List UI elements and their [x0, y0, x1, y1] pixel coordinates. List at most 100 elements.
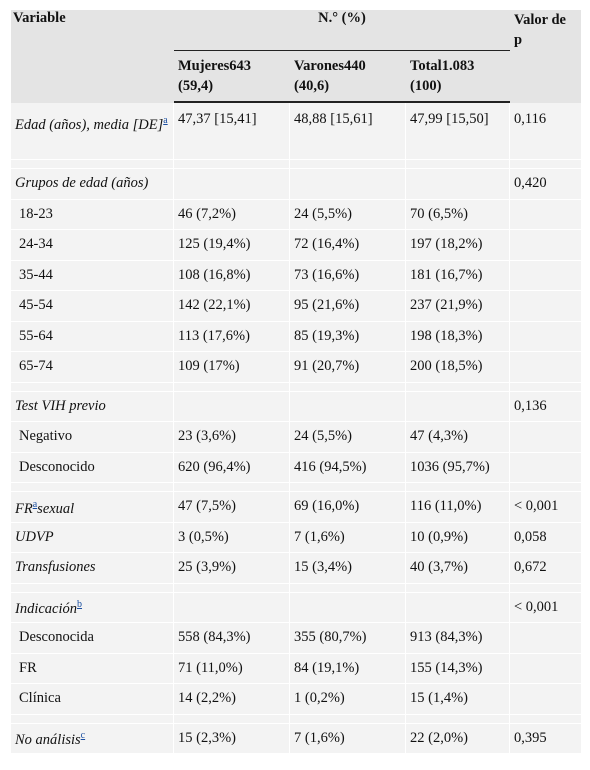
cell-mujeres: 25 (3,9%) [174, 553, 290, 584]
cell-total [406, 391, 510, 422]
cell-varones: 73 (16,6%) [290, 260, 406, 291]
cell-varones: 48,88 [15,61] [290, 103, 406, 160]
cell-mujeres: 620 (96,4%) [174, 452, 290, 483]
cell-pvalue: < 0,001 [510, 592, 581, 623]
table-row-udvp: UDVP 3 (0,5%) 7 (1,6%) 10 (0,9%) 0,058 [11, 522, 581, 553]
table-spacer [11, 714, 581, 724]
row-label: 35-44 [11, 260, 174, 291]
cell-mujeres: 47,37 [15,41] [174, 103, 290, 160]
header-mujeres: Mujeres643 (59,4) [174, 51, 290, 103]
cell-mujeres: 558 (84,3%) [174, 623, 290, 654]
table-row-grupos: Grupos de edad (años) 0,420 [11, 169, 581, 200]
cell-mujeres: 142 (22,1%) [174, 291, 290, 322]
cell-total [406, 169, 510, 200]
cell-mujeres: 15 (2,3%) [174, 723, 290, 754]
cell-varones: 7 (1,6%) [290, 723, 406, 754]
row-label: Test VIH previo [11, 391, 174, 422]
cell-mujeres: 109 (17%) [174, 352, 290, 383]
row-label: No análisisc [11, 723, 174, 754]
table-row: FR 71 (11,0%) 84 (19,1%) 155 (14,3%) [11, 653, 581, 684]
row-label: 45-54 [11, 291, 174, 322]
table-row-fr-sexual: FRasexual 47 (7,5%) 69 (16,0%) 116 (11,0… [11, 492, 581, 523]
cell-total [406, 592, 510, 623]
table-row: 45-54 142 (22,1%) 95 (21,6%) 237 (21,9%) [11, 291, 581, 322]
cell-total: 15 (1,4%) [406, 684, 510, 715]
cell-varones [290, 169, 406, 200]
table-row: 55-64 113 (17,6%) 85 (19,3%) 198 (18,3%) [11, 321, 581, 352]
cell-mujeres: 47 (7,5%) [174, 492, 290, 523]
table-row: Desconocida 558 (84,3%) 355 (80,7%) 913 … [11, 623, 581, 654]
cell-total: 198 (18,3%) [406, 321, 510, 352]
row-label: Negativo [11, 422, 174, 453]
data-table-container: Variable N.° (%) Valor de p Mujeres643 (5… [11, 10, 581, 754]
table-spacer [11, 483, 581, 492]
cell-varones: 84 (19,1%) [290, 653, 406, 684]
cell-varones: 24 (5,5%) [290, 199, 406, 230]
table-spacer [11, 382, 581, 392]
cell-varones: 416 (94,5%) [290, 452, 406, 483]
cell-total: 116 (11,0%) [406, 492, 510, 523]
table-row: Desconocido 620 (96,4%) 416 (94,5%) 1036… [11, 452, 581, 483]
table-row: Clínica 14 (2,2%) 1 (0,2%) 15 (1,4%) [11, 684, 581, 715]
header-pvalue: Valor de p [510, 10, 581, 103]
cell-total: 47 (4,3%) [406, 422, 510, 453]
cell-varones [290, 391, 406, 422]
cell-pvalue [510, 230, 581, 261]
table-row-vih: Test VIH previo 0,136 [11, 391, 581, 422]
row-label: Clínica [11, 684, 174, 715]
cell-varones: 72 (16,4%) [290, 230, 406, 261]
row-label: FRasexual [11, 492, 174, 523]
cell-varones: 24 (5,5%) [290, 422, 406, 453]
header-total: Total1.083 (100) [406, 51, 510, 103]
cell-pvalue: 0,395 [510, 723, 581, 754]
cell-varones: 85 (19,3%) [290, 321, 406, 352]
cell-varones: 355 (80,7%) [290, 623, 406, 654]
footnote-link-a[interactable]: a [163, 115, 168, 126]
cell-total: 70 (6,5%) [406, 199, 510, 230]
row-label: 18-23 [11, 199, 174, 230]
cell-pvalue: < 0,001 [510, 492, 581, 523]
header-group: N.° (%) [174, 10, 510, 51]
row-label: 24-34 [11, 230, 174, 261]
row-label: UDVP [11, 522, 174, 553]
cell-total: 47,99 [15,50] [406, 103, 510, 160]
footnote-link-a[interactable]: a [32, 498, 38, 510]
table-spacer [11, 583, 581, 593]
cell-mujeres [174, 169, 290, 200]
cell-mujeres [174, 391, 290, 422]
cell-varones: 1 (0,2%) [290, 684, 406, 715]
footnote-link-b[interactable]: b [77, 599, 83, 611]
row-label: Edad (años), media [DE]a [11, 103, 174, 160]
cell-total: 197 (18,2%) [406, 230, 510, 261]
cell-total: 200 (18,5%) [406, 352, 510, 383]
table-spacer [11, 160, 581, 169]
cell-pvalue [510, 422, 581, 453]
cell-total: 237 (21,9%) [406, 291, 510, 322]
row-label: Indicaciónb [11, 592, 174, 623]
table-row: 35-44 108 (16,8%) 73 (16,6%) 181 (16,7%) [11, 260, 581, 291]
cell-mujeres: 71 (11,0%) [174, 653, 290, 684]
cell-total: 1036 (95,7%) [406, 452, 510, 483]
cell-pvalue [510, 321, 581, 352]
table-row: Negativo 23 (3,6%) 24 (5,5%) 47 (4,3%) [11, 422, 581, 453]
cell-mujeres: 3 (0,5%) [174, 522, 290, 553]
cell-pvalue [510, 352, 581, 383]
data-table: Variable N.° (%) Valor de p Mujeres643 (5… [11, 10, 581, 754]
cell-pvalue [510, 684, 581, 715]
header-varones: Varones440 (40,6) [290, 51, 406, 103]
table-row-edad: Edad (años), media [DE]a 47,37 [15,41] 4… [11, 103, 581, 160]
cell-total: 10 (0,9%) [406, 522, 510, 553]
cell-pvalue [510, 199, 581, 230]
cell-mujeres: 14 (2,2%) [174, 684, 290, 715]
footnote-link-c[interactable]: c [80, 730, 86, 742]
cell-varones: 7 (1,6%) [290, 522, 406, 553]
table-row: 65-74 109 (17%) 91 (20,7%) 200 (18,5%) [11, 352, 581, 383]
table-row-indicacion: Indicaciónb < 0,001 [11, 592, 581, 623]
cell-pvalue: 0,116 [510, 103, 581, 160]
row-label: Transfusiones [11, 553, 174, 584]
cell-pvalue [510, 260, 581, 291]
cell-pvalue [510, 653, 581, 684]
header-variable: Variable [11, 10, 174, 103]
cell-mujeres: 113 (17,6%) [174, 321, 290, 352]
cell-varones: 69 (16,0%) [290, 492, 406, 523]
